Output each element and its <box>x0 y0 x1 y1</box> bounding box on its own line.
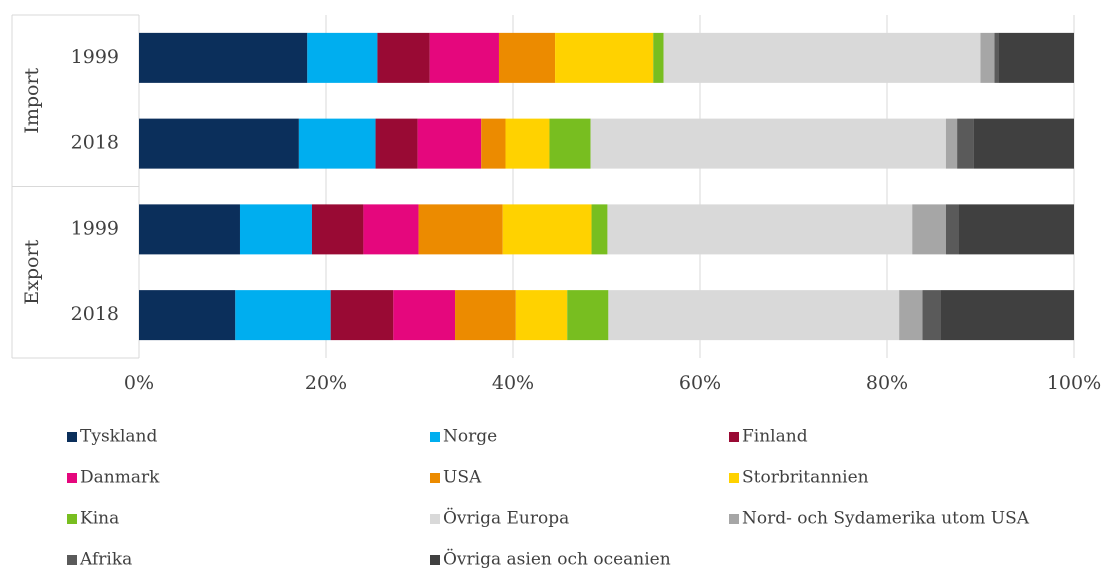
bar-segment <box>549 118 591 169</box>
bar-segment <box>608 290 900 341</box>
x-tick-label: 100% <box>1047 372 1101 394</box>
x-tick-label: 40% <box>492 372 534 394</box>
bar-segment <box>940 290 1074 341</box>
bar-segment <box>363 204 419 255</box>
legend-label: Tyskland <box>80 427 157 447</box>
bar-segment <box>945 204 959 255</box>
bar-segment <box>139 290 236 341</box>
legend-label: Övriga asien och oceanien <box>443 549 671 569</box>
group-label: Export <box>21 239 43 304</box>
bar-segment <box>505 118 550 169</box>
x-tick-label: 0% <box>124 372 154 394</box>
bar-segment <box>998 32 1074 83</box>
legend-label: Nord- och Sydamerika utom USA <box>742 509 1030 529</box>
x-tick-label: 60% <box>679 372 721 394</box>
legend-label: Kina <box>80 509 119 529</box>
y-tick-label: 1999 <box>71 217 119 239</box>
legend-label: Övriga Europa <box>443 508 569 529</box>
y-tick-label: 2018 <box>71 132 119 154</box>
legend-swatch <box>729 514 739 524</box>
y-tick-label: 2018 <box>71 303 119 325</box>
bar-segment <box>607 204 913 255</box>
legend-swatch <box>430 432 440 442</box>
bar-segment <box>239 204 312 255</box>
legend-swatch <box>67 514 77 524</box>
bar-segment <box>498 32 556 83</box>
legend-label: Afrika <box>79 550 132 569</box>
bar-segment <box>307 32 378 83</box>
bar-segment <box>590 118 946 169</box>
legend-swatch <box>430 555 440 565</box>
legend-swatch <box>430 473 440 483</box>
x-tick-label: 80% <box>866 372 908 394</box>
bar-segment <box>515 290 568 341</box>
bar-segment <box>298 118 376 169</box>
group-label: Import <box>21 67 43 133</box>
bar-segment <box>994 32 999 83</box>
bar-segment <box>922 290 941 341</box>
bar-segment <box>973 118 1074 169</box>
legend-swatch <box>67 432 77 442</box>
bar-segment <box>957 118 974 169</box>
x-tick-label: 20% <box>305 372 347 394</box>
bar-segment <box>945 118 958 169</box>
bar-segment <box>481 118 506 169</box>
legend-swatch <box>67 555 77 565</box>
legend-swatch <box>729 473 739 483</box>
bar-segment <box>653 32 664 83</box>
bar-segment <box>330 290 394 341</box>
bar-segment <box>912 204 946 255</box>
bar-segment <box>417 118 482 169</box>
bar-segment <box>139 204 240 255</box>
bar-segment <box>567 290 609 341</box>
bar-segment <box>418 204 503 255</box>
legend-label: Norge <box>443 427 497 447</box>
bar-segment <box>235 290 331 341</box>
bar-segment <box>899 290 923 341</box>
bar-segment <box>663 32 981 83</box>
bar-segment <box>377 32 430 83</box>
bar-segment <box>980 32 995 83</box>
legend-label: Danmark <box>80 468 160 488</box>
bar-segment <box>375 118 418 169</box>
bar-segment <box>502 204 592 255</box>
bar-segment <box>311 204 364 255</box>
bar-segment <box>555 32 654 83</box>
bar-segment <box>958 204 1074 255</box>
bar-segment <box>455 290 516 341</box>
bar-segment <box>591 204 608 255</box>
legend-label: USA <box>443 468 482 488</box>
legend-swatch <box>729 432 739 442</box>
bar-segment <box>393 290 456 341</box>
bar-segment <box>139 32 308 83</box>
legend-swatch <box>430 514 440 524</box>
legend-label: Finland <box>742 427 808 447</box>
bar-segment <box>429 32 499 83</box>
legend-swatch <box>67 473 77 483</box>
legend-label: Storbritannien <box>742 468 869 488</box>
y-tick-label: 1999 <box>71 46 119 68</box>
bar-segment <box>139 118 299 169</box>
